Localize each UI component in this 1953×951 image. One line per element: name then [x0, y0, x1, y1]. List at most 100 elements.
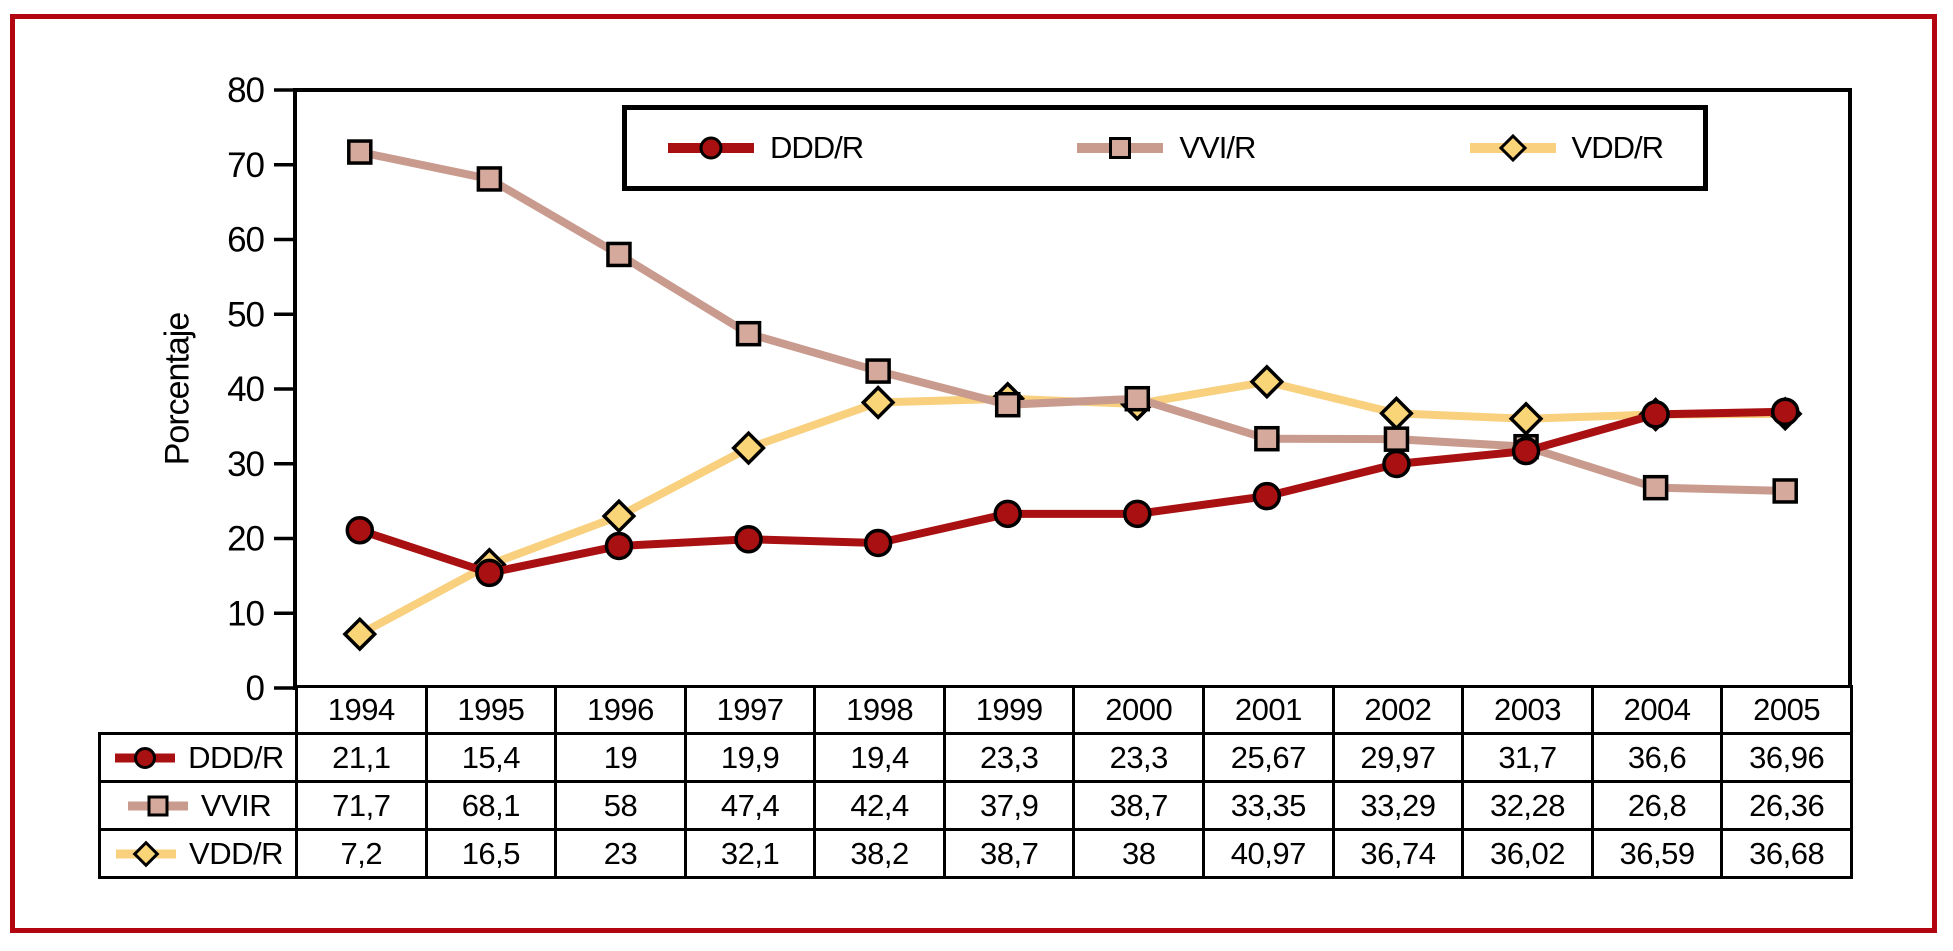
- table-value-cell: 19,9: [683, 732, 817, 783]
- series-line-ddd-r: [355, 407, 1790, 577]
- marker-vdd-r-1997: [731, 430, 766, 466]
- year-header-cell: 2001: [1202, 685, 1335, 735]
- series-label-wrap: DDD/R: [101, 740, 295, 776]
- y-tick-label: 20: [227, 520, 264, 559]
- legend-item-ddd-r: DDD/R: [665, 130, 864, 166]
- marker-ddd-r-2004: [1641, 400, 1670, 429]
- legend-item-vdd-r: VDD/R: [1467, 130, 1664, 166]
- vvi-r-marker-icon: [147, 795, 169, 816]
- legend-label: VVI/R: [1179, 130, 1256, 165]
- data-table-wrap: 1994 1995 1996 1997 1998 1999 2000 2001 2002 2003…: [98, 685, 1853, 879]
- marker-ddd-r-1996: [604, 531, 634, 561]
- table-value-cell: 36,02: [1461, 828, 1594, 879]
- year-header-cell: 2004: [1590, 685, 1724, 735]
- vdd-r-marker-icon: [132, 840, 160, 867]
- year-header-cell: 1998: [813, 685, 946, 735]
- series-label-cell: DDD/R: [98, 732, 298, 783]
- table-value-cell: 23,3: [942, 732, 1076, 783]
- year-header-cell: 2005: [1720, 685, 1853, 735]
- marker-vvi-r-1999: [994, 391, 1021, 418]
- table-value-cell: 16,5: [424, 828, 558, 879]
- year-header-cell: 1997: [683, 685, 817, 735]
- year-header-row: 1994 1995 1996 1997 1998 1999 2000 2001 2002 2003…: [100, 685, 1853, 735]
- y-tick-label: 50: [227, 295, 264, 334]
- table-value-cell: 26,8: [1590, 780, 1724, 831]
- table-value-cell: 25,67: [1202, 732, 1335, 783]
- table-value-cell: 23: [554, 828, 687, 879]
- marker-ddd-r-1995: [475, 558, 504, 588]
- table-value-cell: 19: [554, 732, 687, 783]
- y-tick-label: 70: [227, 146, 264, 185]
- series-label-cell: VVIR: [98, 780, 298, 831]
- table-value-cell: 42,4: [813, 780, 946, 831]
- table-value-cell: 32,28: [1461, 780, 1594, 831]
- legend-item-vvi-r: VVI/R: [1074, 130, 1256, 166]
- y-tick-label: 80: [227, 71, 264, 110]
- table-value-cell: 58: [554, 780, 687, 831]
- ddd-r-marker-icon: [134, 746, 157, 769]
- marker-vvi-r-2005: [1772, 478, 1798, 504]
- marker-vvi-r-2002: [1383, 426, 1410, 452]
- y-tick-label: 0: [246, 669, 265, 708]
- table-value-cell: 37,9: [942, 780, 1076, 831]
- marker-vvi-r-1998: [865, 358, 891, 384]
- table-value-cell: 7,2: [295, 828, 428, 879]
- legend-label: DDD/R: [770, 130, 864, 165]
- marker-vdd-r-2002: [1379, 396, 1414, 431]
- table-value-cell: 33,35: [1202, 780, 1335, 831]
- outer-red-frame: [10, 14, 1937, 933]
- vvi-r-marker-icon: [1109, 137, 1132, 159]
- series-label-cell: VDD/R: [98, 828, 298, 879]
- year-header-cell: 1999: [942, 685, 1076, 735]
- marker-ddd-r-1994: [345, 516, 375, 545]
- table-value-cell: 36,6: [1590, 732, 1724, 783]
- table-value-cell: 32,1: [683, 828, 817, 879]
- table-value-cell: 68,1: [424, 780, 558, 831]
- marker-ddd-r-1997: [734, 524, 763, 554]
- series-label: VDD/R: [189, 835, 283, 871]
- table-value-cell: 38,2: [813, 828, 946, 879]
- y-tick-label: 60: [227, 221, 264, 260]
- vdd-r-marker-icon: [1498, 133, 1527, 163]
- data-table: 1994 1995 1996 1997 1998 1999 2000 2001 2002 2003…: [98, 685, 1853, 879]
- marker-vvi-r-1997: [735, 320, 762, 347]
- marker-vdd-r-2001: [1249, 364, 1285, 400]
- year-header-cell: 2003: [1461, 685, 1594, 735]
- y-tick-label: 40: [227, 370, 264, 409]
- ddd-r-swatch-icon: [668, 136, 754, 160]
- series-line-vvi-r: [355, 148, 1790, 495]
- vvi-r-swatch-icon: [1077, 137, 1164, 159]
- table-corner-spacer: [100, 687, 297, 734]
- table-value-cell: 15,4: [424, 732, 558, 783]
- table-value-cell: 71,7: [295, 780, 428, 831]
- year-header-cell: 1995: [424, 685, 558, 735]
- marker-ddd-r-2003: [1511, 436, 1541, 466]
- marker-ddd-r-2002: [1382, 449, 1411, 479]
- y-tick-label: 30: [227, 445, 264, 484]
- marker-vvi-r-1995: [476, 166, 503, 192]
- series-line-vdd-r: [355, 377, 1790, 639]
- table-value-cell: 36,59: [1590, 828, 1724, 879]
- table-value-cell: 38,7: [942, 828, 1076, 879]
- table-row-vdd-r: VDD/R 7,2 16,5 23 32,1 38,2 38,7 38 40,97 36,74 36…: [98, 828, 1853, 879]
- marker-vvi-r-2000: [1124, 385, 1151, 412]
- marker-ddd-r-1999: [993, 499, 1022, 529]
- vvi-r-swatch-icon: [127, 795, 188, 816]
- year-header-cell: 1996: [554, 685, 687, 735]
- table-value-cell: 23,3: [1072, 732, 1206, 783]
- table-value-cell: 47,4: [683, 780, 817, 831]
- marker-ddd-r-2000: [1123, 499, 1152, 529]
- table-value-cell: 29,97: [1331, 732, 1465, 783]
- table-value-cell: 40,97: [1202, 828, 1335, 879]
- marker-vvi-r-2004: [1642, 474, 1669, 501]
- ddd-r-marker-icon: [699, 136, 723, 160]
- table-value-cell: 21,1: [295, 732, 428, 783]
- table-value-cell: 36,96: [1720, 732, 1853, 783]
- table-value-cell: 19,4: [813, 732, 946, 783]
- table-value-cell: 36,74: [1331, 828, 1465, 879]
- table-value-cell: 26,36: [1720, 780, 1853, 831]
- legend-label: VDD/R: [1571, 130, 1664, 165]
- year-header-cell: 2002: [1331, 685, 1465, 735]
- marker-vdd-r-1998: [860, 385, 896, 420]
